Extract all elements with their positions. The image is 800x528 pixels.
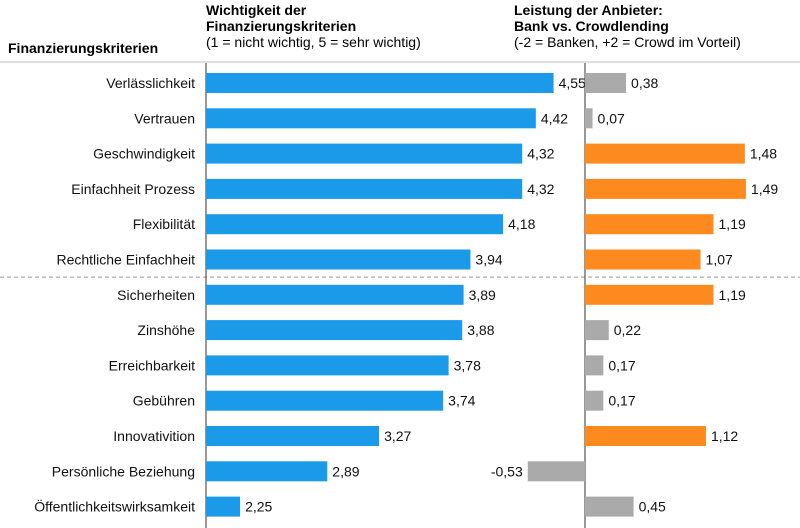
performance-value-label: 1,12	[711, 428, 738, 444]
importance-bar	[206, 390, 444, 411]
importance-value-label: 4,32	[527, 181, 554, 197]
performance-value-label: 1,19	[719, 216, 746, 232]
performance-value-label: 0,22	[614, 322, 641, 338]
importance-bar	[206, 461, 328, 482]
performance-value-label: 1,19	[719, 287, 746, 303]
importance-value-label: 2,25	[245, 499, 272, 515]
performance-value-label: 0,17	[608, 393, 635, 409]
importance-value-label: 4,42	[541, 110, 568, 126]
performance-bar	[585, 496, 634, 517]
panel-1-title-line-2: Finanzierungskriterien	[206, 18, 357, 34]
performance-value-label: 1,49	[751, 181, 778, 197]
panel-2-header: Leistung der Anbieter: Bank vs. Crowdlen…	[514, 2, 741, 50]
performance-bar	[585, 214, 714, 235]
category-label: Zinshöhe	[137, 322, 195, 338]
performance-bar	[585, 143, 745, 164]
category-label: Einfachheit Prozess	[71, 181, 195, 197]
performance-value-label: 0,38	[631, 75, 658, 91]
performance-bar	[585, 284, 714, 305]
performance-bar	[585, 320, 609, 341]
importance-bar	[206, 320, 463, 341]
category-label: Sicherheiten	[117, 287, 195, 303]
importance-bar	[206, 178, 523, 199]
importance-bar	[206, 284, 464, 305]
performance-bar	[585, 73, 627, 93]
category-label: Geschwindigkeit	[93, 146, 195, 162]
importance-value-label: 4,55	[559, 75, 586, 91]
importance-value-label: 3,74	[448, 393, 475, 409]
importance-value-label: 3,88	[467, 322, 494, 338]
importance-bar	[206, 143, 523, 164]
performance-value-label: 0,17	[608, 357, 635, 373]
performance-bar	[585, 178, 746, 199]
category-label: Rechtliche Einfachheit	[56, 252, 195, 268]
panel-1-header: Wichtigkeit der Finanzierungskriterien (…	[206, 2, 421, 50]
importance-value-label: 3,27	[384, 428, 411, 444]
category-label: Vertrauen	[134, 110, 195, 126]
importance-bar	[206, 73, 554, 93]
importance-value-label: 2,89	[332, 463, 359, 479]
performance-value-label: 1,48	[750, 146, 777, 162]
row-header: Finanzierungskriterien	[8, 40, 158, 56]
performance-bar	[585, 249, 701, 270]
category-label: Flexibilität	[133, 216, 195, 232]
importance-bar	[206, 496, 241, 517]
performance-bar	[585, 355, 604, 376]
importance-value-label: 3,78	[454, 357, 481, 373]
panel-2-subtitle: (-2 = Banken, +2 = Crowd im Vorteil)	[514, 34, 741, 50]
performance-bar	[527, 461, 585, 482]
importance-bar	[206, 108, 536, 129]
importance-bar	[206, 426, 380, 446]
performance-bar	[585, 108, 593, 129]
performance-bar	[585, 390, 604, 411]
category-label: Erreichbarkeit	[109, 357, 195, 373]
category-label: Verlässlichkeit	[106, 75, 195, 91]
panel-2-title-line-1: Leistung der Anbieter:	[514, 2, 663, 18]
importance-bar	[206, 355, 449, 376]
row-header-label: Finanzierungskriterien	[8, 40, 159, 56]
category-label: Persönliche Beziehung	[52, 463, 195, 479]
performance-value-label: 0,45	[639, 499, 666, 515]
importance-value-label: 4,32	[527, 146, 554, 162]
performance-value-label: 0,07	[598, 110, 625, 126]
performance-bar	[585, 426, 706, 446]
performance-value-label: 1,07	[706, 252, 733, 268]
category-label: Innovativition	[113, 428, 195, 444]
importance-value-label: 3,89	[469, 287, 496, 303]
panel-2-title-line-2: Bank vs. Crowdlending	[514, 18, 669, 34]
importance-value-label: 3,94	[475, 252, 502, 268]
importance-value-label: 4,18	[508, 216, 535, 232]
category-label: Gebühren	[133, 393, 195, 409]
importance-bar	[206, 214, 504, 235]
panel-1-subtitle: (1 = nicht wichtig, 5 = sehr wichtig)	[206, 34, 421, 50]
performance-value-label: -0,53	[491, 463, 523, 479]
panel-1-title-line-1: Wichtigkeit der	[206, 2, 307, 18]
category-label: Öffentlichkeitswirksamkeit	[34, 498, 195, 515]
importance-bar	[206, 249, 471, 270]
